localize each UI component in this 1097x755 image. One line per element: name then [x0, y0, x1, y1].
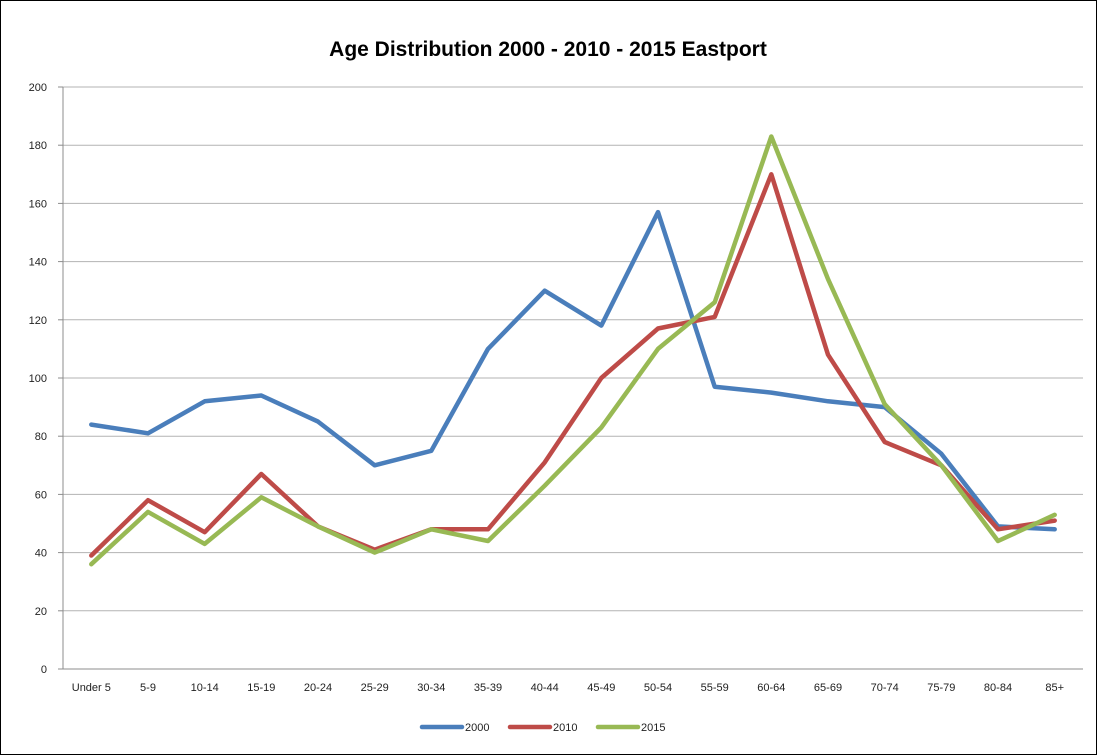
grid-lines	[63, 86, 1083, 612]
x-tick-label: 10-14	[191, 682, 219, 694]
y-tick-label: 20	[35, 606, 47, 618]
series-line-2000	[89, 209, 1057, 532]
x-tick-label: 60-64	[757, 682, 785, 694]
x-tick-label: 50-54	[644, 682, 672, 694]
y-tick-label: 180	[29, 140, 47, 152]
legend: 2000 2010 2015	[419, 722, 665, 734]
legend-label-2015: 2015	[641, 722, 665, 734]
axes	[58, 86, 1083, 670]
y-tick-label: 100	[29, 373, 47, 385]
x-axis-tick-labels: Under 5 5-9 10-14 15-19 20-24 25-29 30-34 35-39…	[72, 682, 1064, 694]
x-tick-label: 15-19	[247, 682, 275, 694]
y-tick-label: 140	[29, 257, 47, 269]
chart-title: Age Distribution 2000 - 2010 - 2015 East…	[329, 38, 767, 61]
x-tick-label: 35-39	[474, 682, 502, 694]
x-tick-label: 75-79	[927, 682, 955, 694]
x-tick-label: 70-74	[871, 682, 899, 694]
y-tick-label: 40	[35, 548, 47, 560]
y-axis-tick-labels: 0 20 40 60 80 100 120 140 160 180 200	[29, 82, 47, 676]
y-tick-label: 200	[29, 82, 47, 94]
x-tick-label: 5-9	[140, 682, 156, 694]
series-line-2010	[89, 172, 1057, 558]
series-line-2015	[89, 134, 1057, 567]
series-lines	[89, 134, 1057, 567]
y-tick-label: 60	[35, 489, 47, 501]
x-tick-label: 45-49	[587, 682, 615, 694]
x-tick-label: 20-24	[304, 682, 332, 694]
legend-label-2010: 2010	[553, 722, 577, 734]
x-tick-label: Under 5	[72, 682, 111, 694]
x-tick-label: 40-44	[531, 682, 559, 694]
legend-label-2000: 2000	[465, 722, 489, 734]
x-tick-label: 85+	[1045, 682, 1064, 694]
x-tick-label: 30-34	[417, 682, 445, 694]
x-tick-label: 25-29	[361, 682, 389, 694]
x-tick-label: 65-69	[814, 682, 842, 694]
y-tick-label: 160	[29, 198, 47, 210]
y-tick-label: 80	[35, 431, 47, 443]
y-tick-label: 120	[29, 315, 47, 327]
x-tick-label: 80-84	[984, 682, 1012, 694]
x-tick-label: 55-59	[701, 682, 729, 694]
y-tick-label: 0	[41, 664, 47, 676]
